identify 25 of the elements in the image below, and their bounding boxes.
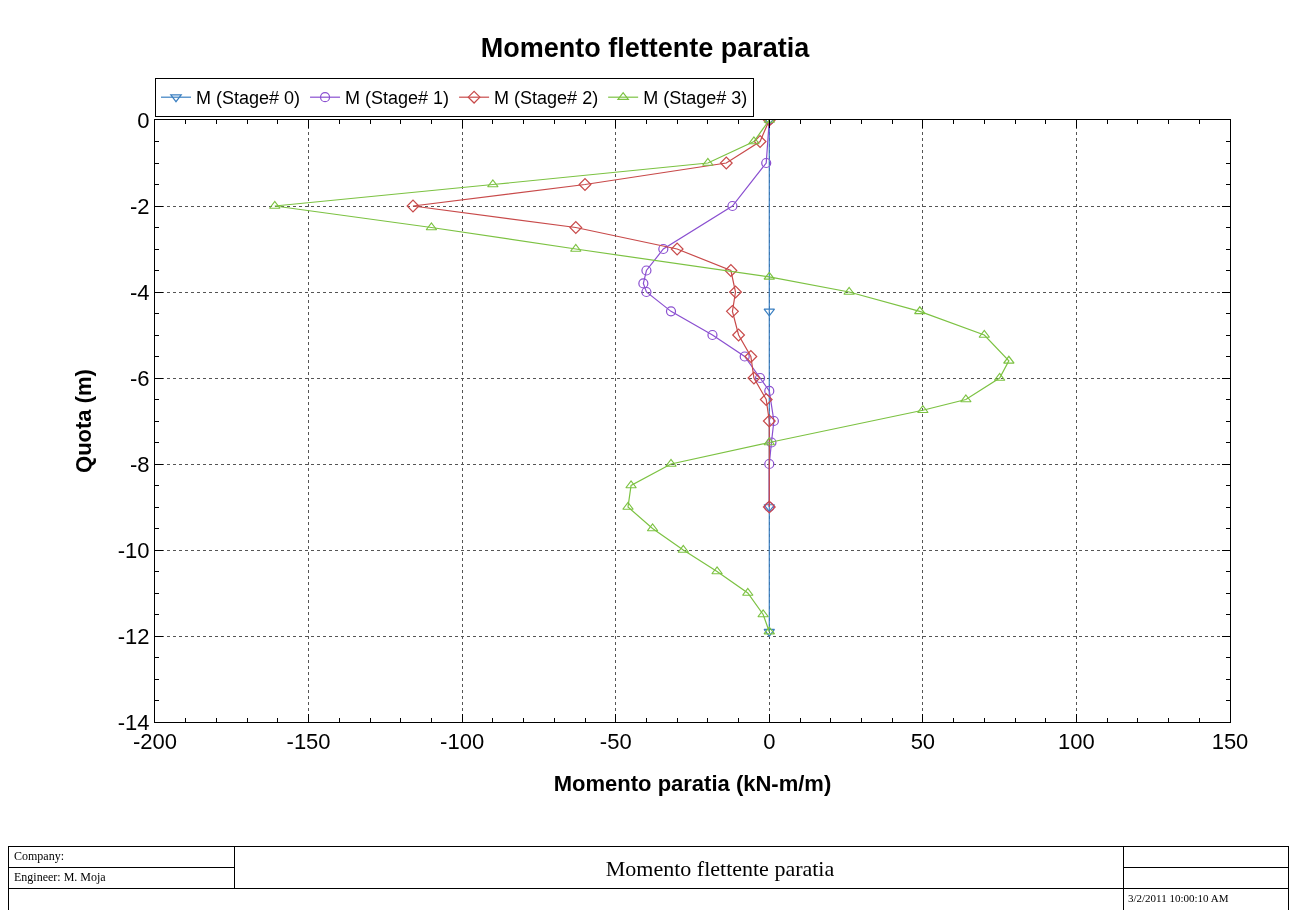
legend-label: M (Stage# 1)	[345, 88, 450, 109]
x-tick-label: -100	[440, 729, 485, 755]
y-axis-title: Quota (m)	[70, 369, 96, 473]
y-tick-label: -8	[130, 451, 150, 477]
x-axis-title: Momento paratia (kN-m/m)	[553, 771, 832, 797]
y-tick-label: -12	[117, 623, 150, 649]
text: Company:	[14, 849, 64, 864]
x-tick-label: -50	[599, 729, 632, 755]
y-tick-label: 0	[137, 107, 150, 133]
y-tick-label: -6	[130, 365, 150, 391]
y-tick-label: -2	[130, 193, 150, 219]
x-tick-label: 100	[1058, 729, 1095, 755]
legend-label: M (Stage# 2)	[494, 88, 599, 109]
legend-label: M (Stage# 3)	[643, 88, 748, 109]
legend-label: M (Stage# 0)	[196, 88, 301, 109]
x-tick-label: -150	[286, 729, 331, 755]
x-tick-label: 150	[1211, 729, 1249, 755]
x-tick-label: 0	[763, 729, 776, 755]
text: 3/2/2011 10:00:10 AM	[1128, 892, 1229, 904]
y-tick-label: -10	[117, 537, 150, 563]
text: Momento flettente paratia	[604, 856, 836, 882]
y-tick-label: -4	[130, 279, 150, 305]
x-tick-label: 50	[910, 729, 936, 755]
chart-title: Momento flettente paratia	[480, 32, 811, 63]
text: Engineer: M. Moja	[14, 870, 106, 885]
